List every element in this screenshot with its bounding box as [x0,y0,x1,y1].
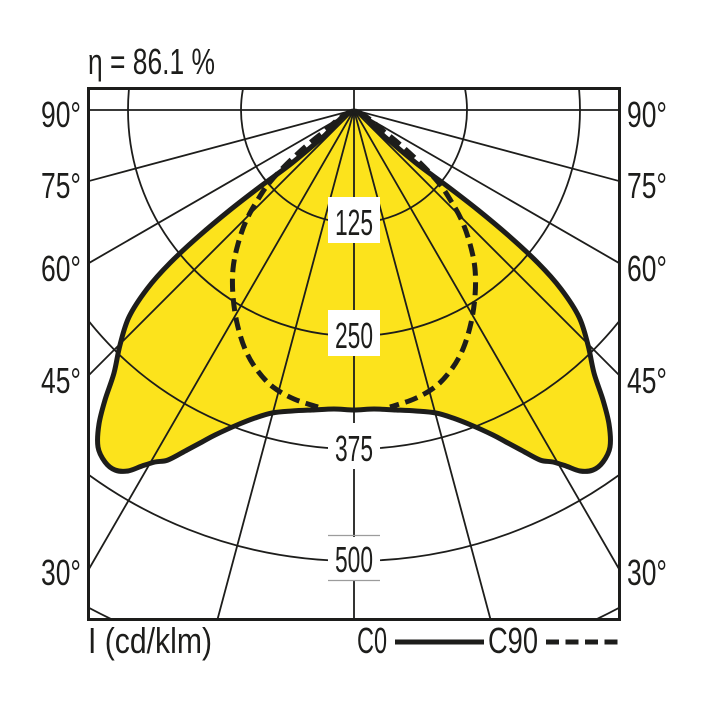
ring-label-375: 375 [335,428,373,469]
ring-labels: 125 250 375 500 [328,197,380,582]
angle-label-left-30: 30° [41,552,81,593]
ring-label-500: 500 [335,539,373,580]
radial-45r [353,109,618,376]
plot-frame [87,87,621,621]
angle-label-left-45: 45° [41,360,81,401]
angle-label-left-60: 60° [41,248,81,289]
efficiency-label: η = 86.1 % [88,41,215,82]
angle-labels-left: 90° 75° 60° 45° 30° [41,94,81,593]
ring-label-box [328,197,380,243]
angle-label-left-90: 90° [41,94,81,135]
unit-label: I (cd/klm) [88,620,212,661]
radial-45l [90,109,355,376]
ring-label-box [328,423,380,469]
radial-75r [353,109,618,182]
c0-curve [95,108,613,474]
ring-label-box [328,537,380,580]
c90-curve [229,109,479,410]
ring-label-box [328,310,380,356]
ring-label-125: 125 [335,202,373,243]
radial-60r [353,109,618,264]
angle-label-right-75: 75° [627,165,667,206]
angle-label-left-75: 75° [41,165,81,206]
radial-15l [216,109,355,618]
radial-60l [90,109,355,264]
legend: I (cd/klm) C0 C90 [88,620,620,661]
angle-label-right-30: 30° [627,552,667,593]
angle-label-right-45: 45° [627,360,667,401]
radial-75l [90,109,355,182]
radial-30r [353,109,618,570]
angle-label-right-60: 60° [627,248,667,289]
radial-30l [90,109,355,570]
angle-labels-right: 90° 75° 60° 45° 30° [627,94,667,593]
legend-c0-label: C0 [357,620,387,661]
legend-c90-label: C90 [488,620,538,661]
ring-label-250: 250 [335,315,373,356]
angle-label-right-90: 90° [627,94,667,135]
radial-15r [353,109,492,618]
